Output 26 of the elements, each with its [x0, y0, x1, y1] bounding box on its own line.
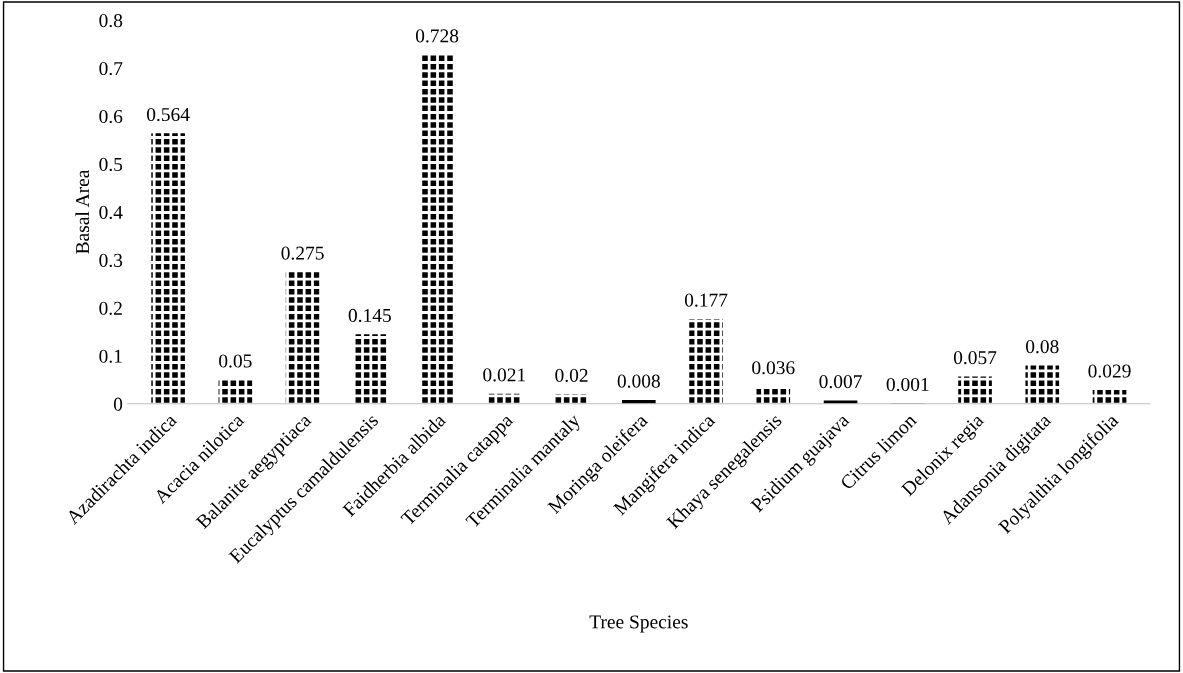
data-label: 0.08	[1026, 340, 1059, 354]
data-label: 0.007	[819, 375, 862, 389]
data-label: 0.029	[1088, 364, 1131, 378]
y-tick-label: 0.4	[99, 205, 123, 220]
data-label: 0.564	[146, 107, 190, 122]
data-label: 0.008	[617, 374, 660, 388]
y-axis-title: Basal Area	[75, 169, 90, 254]
y-tick-label: 0	[113, 397, 123, 411]
y-tick-label: 0.2	[99, 301, 122, 315]
data-label: 0.177	[684, 293, 728, 307]
data-label: 0.728	[415, 29, 459, 43]
data-label: 0.275	[281, 246, 324, 260]
data-label: 0.02	[555, 368, 588, 383]
y-tick-label: 0.7	[99, 61, 123, 76]
data-label: 0.021	[483, 368, 526, 382]
data-label: 0.001	[886, 377, 929, 392]
y-tick-label: 0.1	[99, 349, 122, 363]
data-label: 0.057	[953, 351, 997, 365]
data-label: 0.05	[219, 354, 252, 368]
y-tick-label: 0.8	[99, 14, 123, 28]
y-tick-label: 0.5	[99, 157, 123, 172]
y-tick-label: 0.3	[99, 253, 123, 267]
data-label: 0.145	[348, 308, 391, 323]
x-axis-title: Tree Species	[589, 615, 688, 633]
y-tick-label: 0.6	[99, 109, 123, 124]
data-label: 0.036	[752, 361, 795, 375]
